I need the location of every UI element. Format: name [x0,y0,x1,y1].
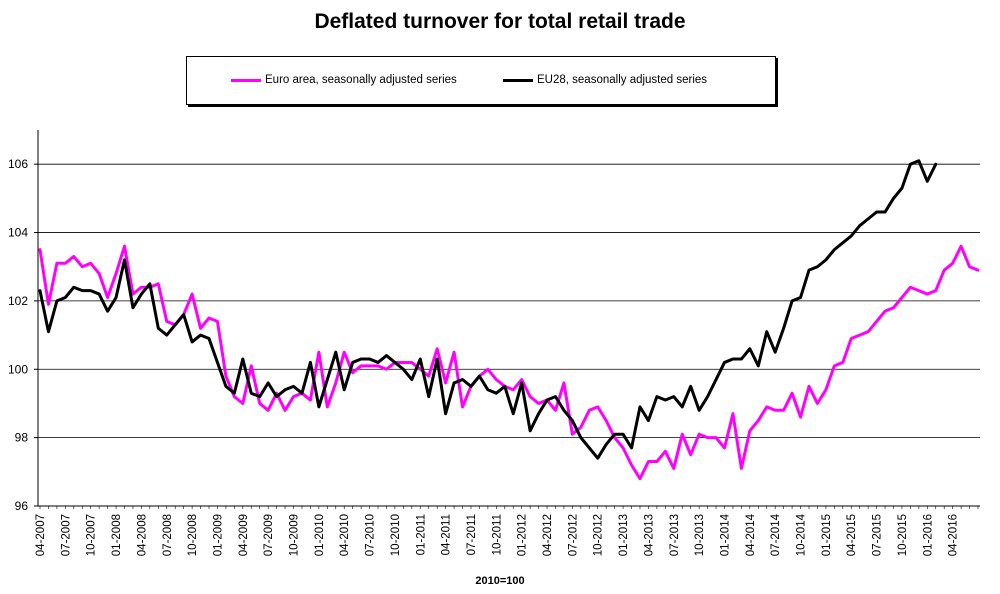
x-tick-label: 01-2008 [111,514,123,556]
x-tick-label: 10-2010 [390,514,402,556]
x-tick-label: 10-2011 [491,514,503,555]
x-tick-label: 04-2012 [542,514,554,556]
x-tick-label: 04-2008 [136,514,148,556]
y-tick-label: 102 [8,294,28,308]
x-tick-label: 01-2016 [922,514,934,556]
x-tick-label: 07-2014 [770,513,782,556]
x-tick-label: 10-2008 [187,514,199,556]
x-tick-label: 01-2011 [415,514,427,555]
y-tick-label: 100 [8,362,28,376]
y-tick-label: 104 [8,226,28,240]
y-tick-label: 98 [15,431,29,445]
x-tick-label: 10-2009 [289,514,301,556]
legend-label-euro-area: Euro area, seasonally adjusted series [265,74,457,86]
x-tick-label: 10-2007 [86,514,98,556]
x-tick-label: 01-2013 [618,514,630,556]
x-tick-label: 01-2014 [719,513,731,556]
label-layer: 96 98 100 102 104 106 04-2007 07-2007 10-2007 01-… [8,157,960,556]
x-tick-label: 04-2011 [441,514,453,555]
legend-item-euro-area: Euro area, seasonally adjusted series [231,73,457,87]
x-tick-label: 04-2009 [238,514,250,556]
x-tick-label: 01-2012 [517,514,529,556]
x-tick-label: 04-2010 [339,514,351,556]
x-tick-label: 07-2007 [60,514,72,556]
x-tick-label: 10-2014 [796,513,808,556]
series-line-euro-area [38,244,980,481]
x-tick-label: 01-2009 [212,514,224,556]
x-tick-label: 07-2008 [162,514,174,556]
x-tick-label: 07-2010 [365,514,377,556]
x-axis-unit-label: 2010=100 [475,575,525,587]
x-tick-label: 04-2016 [948,514,960,556]
y-tick-label: 96 [15,499,29,513]
x-tick-label: 10-2013 [694,514,706,556]
series-layer [38,159,980,481]
axis-layer [34,130,980,509]
x-tick-label: 01-2015 [821,514,833,556]
x-tick-label: 04-2013 [643,514,655,556]
x-tick-label: 07-2011 [466,514,478,555]
x-tick-label: 01-2010 [314,514,326,556]
legend-swatch-euro-area [231,78,261,82]
x-tick-label: 07-2015 [872,514,884,556]
x-tick-label: 07-2009 [263,514,275,556]
legend-label-eu28: EU28, seasonally adjusted series [537,74,708,86]
x-tick-label: 10-2015 [897,514,909,556]
legend-item-eu28: EU28, seasonally adjusted series [503,73,707,87]
y-tick-label: 106 [8,157,28,171]
x-tick-label: 04-2015 [846,514,858,556]
chart-title: Deflated turnover for total retail trade [314,10,686,33]
x-tick-label: 10-2012 [593,514,605,556]
grid-layer [38,163,980,439]
x-tick-label: 07-2013 [669,514,681,556]
x-tick-label: 04-2007 [35,514,47,556]
legend: Euro area, seasonally adjusted series EU… [186,56,776,105]
x-tick-label: 04-2014 [745,513,757,556]
x-tick-label: 07-2012 [567,514,579,556]
series-line-eu28 [38,159,938,460]
legend-swatch-eu28 [503,78,533,82]
